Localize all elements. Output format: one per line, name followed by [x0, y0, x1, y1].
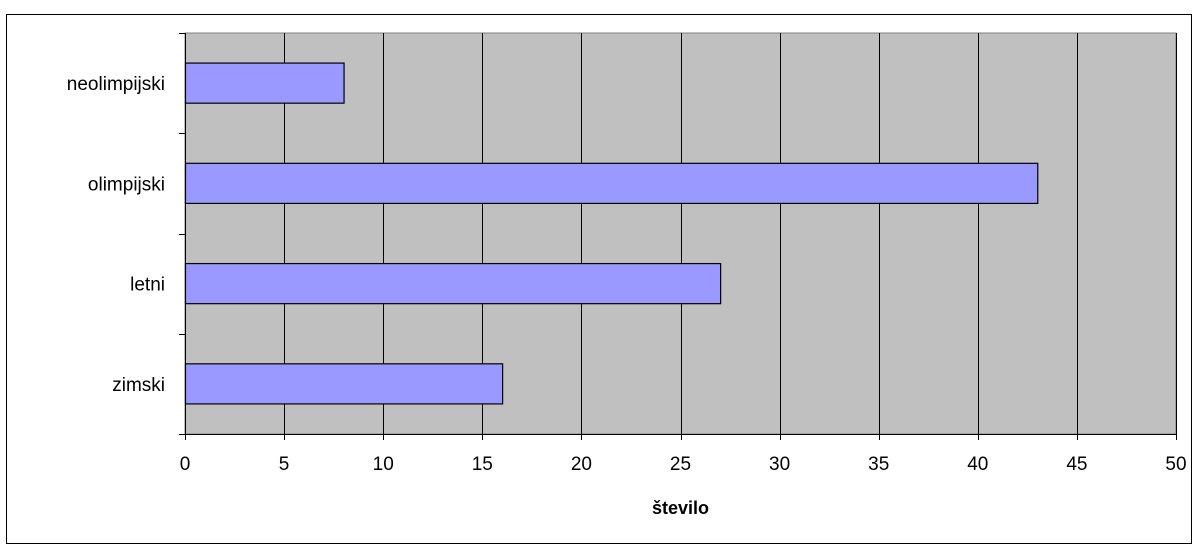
- axes: [179, 33, 1177, 440]
- x-tick-label-5: 5: [279, 454, 290, 475]
- y-tick-labels: zimski letni olimpijski neolimpijski: [67, 74, 165, 396]
- x-tick-label-40: 40: [967, 454, 988, 475]
- bar-zimski: [184, 363, 504, 405]
- x-tick-label-25: 25: [670, 454, 691, 475]
- x-tick-label-0: 0: [180, 454, 191, 475]
- bar-olimpijski: [184, 162, 1039, 205]
- bar-neolimpijski: [184, 62, 345, 104]
- x-axis-title: število: [652, 498, 709, 518]
- x-tick-label-30: 30: [769, 454, 790, 475]
- x-tick-label-20: 20: [571, 454, 592, 475]
- x-tick-label-35: 35: [868, 454, 889, 475]
- x-tick-label-50: 50: [1165, 454, 1186, 475]
- y-tick-label-olimpijski: olimpijski: [88, 174, 165, 195]
- x-tick-label-45: 45: [1066, 454, 1087, 475]
- x-tick-label-15: 15: [472, 454, 493, 475]
- bar-letni: [184, 262, 722, 305]
- gridlines: [284, 33, 1177, 434]
- x-tick-labels: 0 5 10 15 20 25 30 35 40 45 50: [180, 454, 1187, 475]
- bars: [184, 62, 1039, 405]
- y-tick-label-letni: letni: [130, 275, 165, 296]
- x-tick-label-10: 10: [373, 454, 394, 475]
- y-tick-label-neolimpijski: neolimpijski: [67, 74, 165, 95]
- y-tick-label-zimski: zimski: [112, 375, 165, 396]
